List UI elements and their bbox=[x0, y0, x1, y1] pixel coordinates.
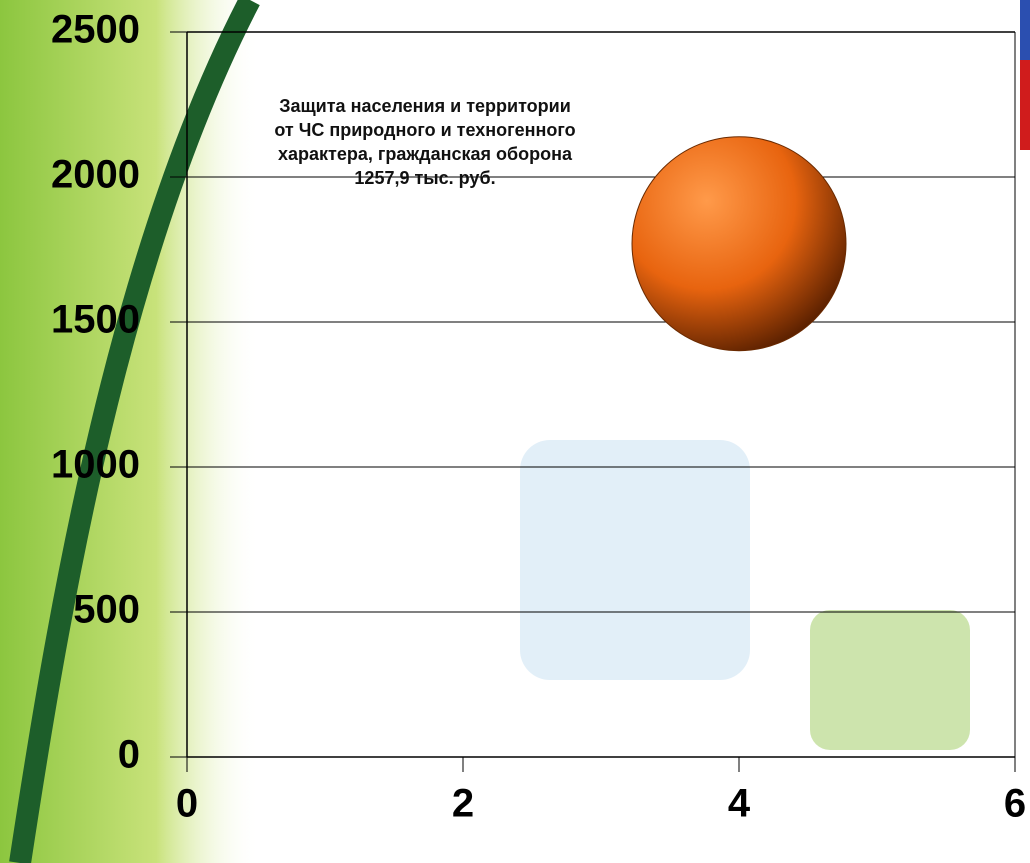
decor-swoosh bbox=[9, 0, 260, 863]
y-tick-label: 1500 bbox=[51, 298, 140, 342]
data-label: Защита населения и территории от ЧС прир… bbox=[274, 96, 576, 188]
decor bbox=[520, 440, 750, 680]
decor bbox=[810, 610, 970, 750]
x-tick-label: 2 bbox=[452, 782, 474, 826]
x-tick-label: 4 bbox=[728, 782, 751, 826]
x-tick-label: 6 bbox=[1004, 782, 1026, 826]
y-tick-label: 2500 bbox=[51, 8, 140, 52]
y-tick-label: 1000 bbox=[51, 443, 140, 487]
bubble bbox=[631, 136, 847, 352]
flag bbox=[1020, 0, 1030, 60]
y-tick-label: 500 bbox=[73, 588, 140, 632]
y-tick-label: 0 bbox=[118, 733, 140, 777]
background bbox=[0, 0, 520, 863]
flag bbox=[1020, 60, 1030, 150]
y-tick-label: 2000 bbox=[51, 153, 140, 197]
x-tick-label: 0 bbox=[176, 782, 198, 826]
